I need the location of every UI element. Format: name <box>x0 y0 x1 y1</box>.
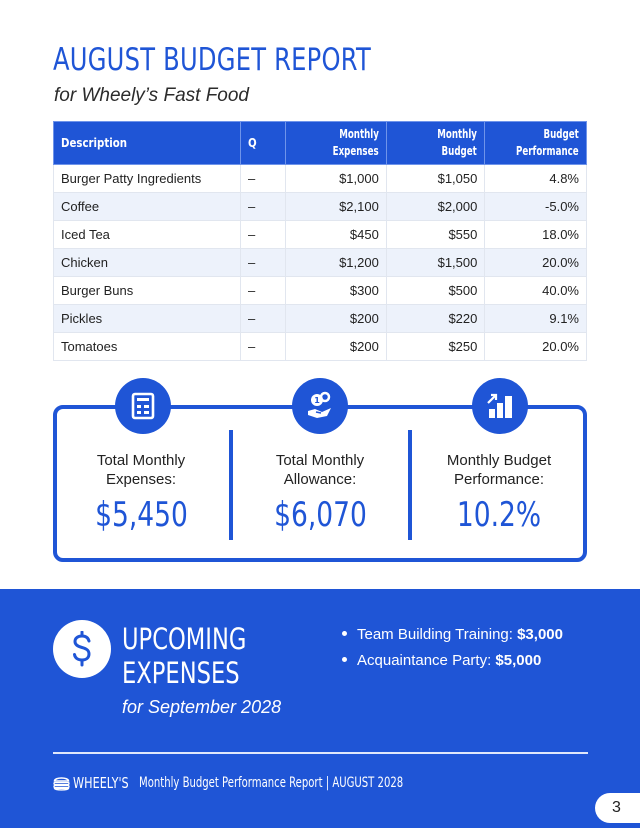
cell-description: Chicken <box>52 248 242 277</box>
cell-budget: $1,500 <box>385 248 486 277</box>
stat-value: 10.2% <box>456 495 542 535</box>
bar-chart-growth-icon <box>487 393 512 418</box>
list-item: Team Building Training: $3,000 <box>342 625 563 651</box>
list-item: Acquaintance Party: $5,000 <box>342 651 563 677</box>
stat-label: Total Monthly Allowance: <box>275 452 365 488</box>
page-number: 3 <box>595 793 640 823</box>
dollar-icon-badge <box>53 620 111 678</box>
cell-expenses: $200 <box>285 332 387 361</box>
cell-expenses: $200 <box>285 304 387 333</box>
cell-budget: $550 <box>385 220 486 249</box>
budget-table: Description Q Monthly Expenses Monthly Bud… <box>52 121 587 361</box>
stat-total-expenses: Total Monthly Expenses: $5,450 <box>56 451 226 535</box>
coin-hand-icon: 1 <box>308 391 331 418</box>
cell-budget: $220 <box>385 304 486 333</box>
coin-hand-icon-badge: 1 <box>292 378 348 434</box>
cell-expenses: $1,000 <box>285 164 387 193</box>
cell-q: – <box>240 304 286 333</box>
calculator-icon <box>131 392 155 420</box>
footer-report-label: Monthly Budget Performance Report | AUGU… <box>139 775 404 791</box>
cell-performance: 20.0% <box>484 332 587 361</box>
upcoming-subtitle: for September 2028 <box>122 697 282 717</box>
cell-performance: 18.0% <box>484 220 587 249</box>
bar-chart-growth-icon-badge <box>472 378 528 434</box>
report-title: AUGUST BUDGET REPORT <box>53 42 372 78</box>
report-subtitle: for Wheely’s Fast Food <box>54 85 250 106</box>
cell-performance: -5.0% <box>484 192 587 221</box>
summary-divider <box>408 430 412 540</box>
cell-q: – <box>240 332 286 361</box>
bullet-icon <box>342 630 347 636</box>
cell-budget: $250 <box>385 332 486 361</box>
upcoming-expenses-band <box>0 589 640 828</box>
cell-budget: $1,050 <box>385 164 486 193</box>
cell-expenses: $2,100 <box>285 192 387 221</box>
cell-description: Pickles <box>52 304 242 333</box>
stat-value: $6,070 <box>273 495 367 535</box>
cell-expenses: $300 <box>285 276 387 305</box>
stat-label: Total Monthly Expenses: <box>96 452 186 488</box>
cell-performance: 20.0% <box>484 248 587 277</box>
stat-budget-performance: Monthly Budget Performance: 10.2% <box>414 451 584 535</box>
table-row: Burger Buns – $300 $500 40.0% <box>52 276 587 305</box>
calculator-icon-badge <box>115 378 171 434</box>
cell-performance: 9.1% <box>484 304 587 333</box>
footer-divider <box>53 752 588 754</box>
upcoming-title: UPCOMING EXPENSES <box>122 622 247 690</box>
table-row: Pickles – $200 $220 9.1% <box>52 304 587 333</box>
table-row: Tomatoes – $200 $250 20.0% <box>52 332 587 361</box>
stat-value: $5,450 <box>94 495 188 535</box>
cell-q: – <box>240 164 286 193</box>
bullet-icon <box>342 656 347 662</box>
summary-divider <box>229 430 233 540</box>
table-row: Coffee – $2,100 $2,000 -5.0% <box>52 192 587 221</box>
svg-text:1: 1 <box>314 396 320 405</box>
table-row: Chicken – $1,200 $1,500 20.0% <box>52 248 587 277</box>
column-header-description: Description <box>52 121 242 165</box>
table-row: Burger Patty Ingredients – $1,000 $1,050… <box>52 164 587 193</box>
cell-description: Coffee <box>52 192 242 221</box>
dollar-icon <box>73 631 91 667</box>
footer: WHEELY'S Monthly Budget Performance Repo… <box>53 774 506 792</box>
brand-name: WHEELY'S <box>73 774 129 792</box>
column-header-monthly-budget: Monthly Budget <box>385 121 486 165</box>
burger-logo-icon <box>53 777 70 791</box>
cell-description: Burger Buns <box>52 276 242 305</box>
cell-q: – <box>240 248 286 277</box>
table-header-row: Description Q Monthly Expenses Monthly Bud… <box>52 121 587 165</box>
cell-budget: $500 <box>385 276 486 305</box>
cell-expenses: $1,200 <box>285 248 387 277</box>
cell-performance: 40.0% <box>484 276 587 305</box>
cell-q: – <box>240 276 286 305</box>
cell-description: Iced Tea <box>52 220 242 249</box>
cell-description: Tomatoes <box>52 332 242 361</box>
cell-expenses: $450 <box>285 220 387 249</box>
cell-description: Burger Patty Ingredients <box>52 164 242 193</box>
upcoming-expense-list: Team Building Training: $3,000 Acquainta… <box>342 625 563 677</box>
column-header-monthly-expenses: Monthly Expenses <box>285 121 387 165</box>
cell-q: – <box>240 220 286 249</box>
table-row: Iced Tea – $450 $550 18.0% <box>52 220 587 249</box>
cell-performance: 4.8% <box>484 164 587 193</box>
stat-label: Monthly Budget Performance: <box>446 452 552 488</box>
cell-q: – <box>240 192 286 221</box>
column-header-q: Q <box>240 121 286 165</box>
cell-budget: $2,000 <box>385 192 486 221</box>
column-header-budget-performance: Budget Performance <box>484 121 587 165</box>
stat-total-allowance: Total Monthly Allowance: $6,070 <box>235 451 405 535</box>
